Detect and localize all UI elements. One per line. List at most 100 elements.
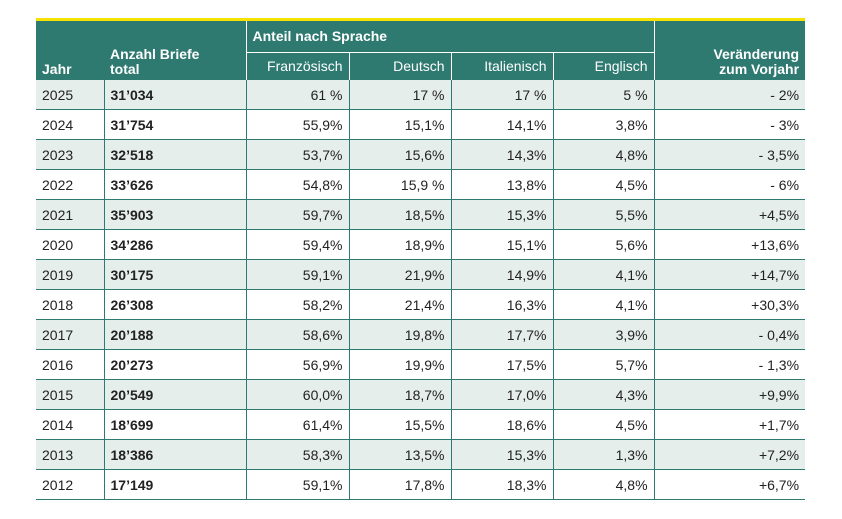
cell-italian: 14,3% bbox=[450, 139, 553, 170]
cell-total: 17’149 bbox=[103, 469, 246, 500]
cell-italian: 18,3% bbox=[450, 469, 553, 500]
cell-change: +7,2% bbox=[653, 439, 806, 470]
header-total-line2: total bbox=[110, 61, 140, 77]
cell-change: - 3,5% bbox=[653, 139, 806, 170]
cell-year: 2019 bbox=[36, 259, 104, 290]
cell-english: 3,8% bbox=[552, 109, 655, 140]
cell-english: 4,1% bbox=[552, 259, 655, 290]
cell-english: 4,5% bbox=[552, 169, 655, 200]
header-english: Englisch bbox=[552, 52, 655, 80]
letters-by-language-table: Jahr Anzahl Briefe total Anteil nach Spr… bbox=[36, 21, 806, 500]
cell-total: 18’386 bbox=[103, 439, 246, 470]
cell-change: - 2% bbox=[653, 80, 806, 110]
table-row: 2013 18’386 58,3% 13,5% 15,3% 1,3% +7,2% bbox=[36, 439, 806, 470]
cell-english: 3,9% bbox=[552, 319, 655, 350]
header-german: Deutsch bbox=[348, 52, 451, 80]
cell-italian: 13,8% bbox=[450, 169, 553, 200]
cell-year: 2024 bbox=[36, 109, 104, 140]
cell-change: +13,6% bbox=[653, 229, 806, 260]
header-total-line1: Anzahl Briefe bbox=[110, 46, 200, 62]
accent-bar bbox=[36, 18, 805, 21]
cell-german: 19,8% bbox=[348, 319, 451, 350]
cell-italian: 14,9% bbox=[450, 259, 553, 290]
cell-total: 31’754 bbox=[103, 109, 246, 140]
cell-total: 35’903 bbox=[103, 199, 246, 230]
cell-italian: 17 % bbox=[450, 80, 553, 110]
cell-german: 21,9% bbox=[348, 259, 451, 290]
table-row: 2020 34’286 59,4% 18,9% 15,1% 5,6% +13,6… bbox=[36, 229, 806, 260]
cell-year: 2012 bbox=[36, 469, 104, 500]
cell-french: 55,9% bbox=[245, 109, 349, 140]
header-change-line1: Veränderung bbox=[713, 46, 800, 62]
cell-english: 4,1% bbox=[552, 289, 655, 320]
cell-change: - 6% bbox=[653, 169, 806, 200]
cell-italian: 17,5% bbox=[450, 349, 553, 380]
cell-change: - 3% bbox=[653, 109, 806, 140]
cell-french: 54,8% bbox=[245, 169, 349, 200]
cell-french: 53,7% bbox=[245, 139, 349, 170]
cell-german: 15,1% bbox=[348, 109, 451, 140]
cell-french: 58,6% bbox=[245, 319, 349, 350]
cell-italian: 15,1% bbox=[450, 229, 553, 260]
cell-italian: 18,6% bbox=[450, 409, 553, 440]
header-total-letters: Anzahl Briefe total bbox=[104, 21, 246, 80]
cell-italian: 17,7% bbox=[450, 319, 553, 350]
cell-english: 5,5% bbox=[552, 199, 655, 230]
cell-german: 17,8% bbox=[348, 469, 451, 500]
cell-year: 2014 bbox=[36, 409, 104, 440]
cell-total: 33’626 bbox=[103, 169, 246, 200]
cell-change: +9,9% bbox=[653, 379, 806, 410]
cell-total: 30’175 bbox=[103, 259, 246, 290]
cell-german: 18,9% bbox=[348, 229, 451, 260]
cell-total: 31’034 bbox=[103, 80, 246, 110]
header-change-line2: zum Vorjahr bbox=[719, 61, 800, 77]
cell-year: 2013 bbox=[36, 439, 104, 470]
cell-german: 19,9% bbox=[348, 349, 451, 380]
cell-english: 4,8% bbox=[552, 139, 655, 170]
cell-german: 18,5% bbox=[348, 199, 451, 230]
cell-french: 59,4% bbox=[245, 229, 349, 260]
cell-english: 4,5% bbox=[552, 409, 655, 440]
cell-total: 34’286 bbox=[103, 229, 246, 260]
cell-year: 2015 bbox=[36, 379, 104, 410]
header-share-by-language: Anteil nach Sprache bbox=[245, 21, 655, 53]
table-row: 2025 31’034 61 % 17 % 17 % 5 % - 2% bbox=[36, 80, 806, 110]
cell-english: 1,3% bbox=[552, 439, 655, 470]
cell-total: 32’518 bbox=[103, 139, 246, 170]
cell-change: +30,3% bbox=[653, 289, 806, 320]
table-body: 2025 31’034 61 % 17 % 17 % 5 % - 2% 2024… bbox=[36, 80, 806, 500]
cell-french: 59,1% bbox=[245, 469, 349, 500]
header-change-previous-year: Veränderung zum Vorjahr bbox=[653, 21, 806, 80]
cell-change: - 1,3% bbox=[653, 349, 806, 380]
cell-french: 60,0% bbox=[245, 379, 349, 410]
cell-total: 20’188 bbox=[103, 319, 246, 350]
cell-change: +1,7% bbox=[653, 409, 806, 440]
cell-italian: 16,3% bbox=[450, 289, 553, 320]
header-french: Französisch bbox=[245, 52, 349, 80]
table-row: 2015 20’549 60,0% 18,7% 17,0% 4,3% +9,9% bbox=[36, 379, 806, 410]
table-row: 2018 26’308 58,2% 21,4% 16,3% 4,1% +30,3… bbox=[36, 289, 806, 320]
cell-year: 2018 bbox=[36, 289, 104, 320]
table-header: Jahr Anzahl Briefe total Anteil nach Spr… bbox=[36, 21, 806, 80]
cell-french: 61,4% bbox=[245, 409, 349, 440]
cell-italian: 15,3% bbox=[450, 439, 553, 470]
cell-change: - 0,4% bbox=[653, 319, 806, 350]
table-row: 2016 20’273 56,9% 19,9% 17,5% 5,7% - 1,3… bbox=[36, 349, 806, 380]
table-row: 2012 17’149 59,1% 17,8% 18,3% 4,8% +6,7% bbox=[36, 469, 806, 500]
cell-german: 21,4% bbox=[348, 289, 451, 320]
cell-french: 56,9% bbox=[245, 349, 349, 380]
cell-german: 13,5% bbox=[348, 439, 451, 470]
table-row: 2022 33’626 54,8% 15,9 % 13,8% 4,5% - 6% bbox=[36, 169, 806, 200]
cell-english: 5 % bbox=[552, 80, 655, 110]
cell-german: 18,7% bbox=[348, 379, 451, 410]
cell-total: 26’308 bbox=[103, 289, 246, 320]
cell-year: 2016 bbox=[36, 349, 104, 380]
table-row: 2014 18’699 61,4% 15,5% 18,6% 4,5% +1,7% bbox=[36, 409, 806, 440]
cell-french: 59,1% bbox=[245, 259, 349, 290]
cell-year: 2023 bbox=[36, 139, 104, 170]
cell-italian: 17,0% bbox=[450, 379, 553, 410]
cell-german: 17 % bbox=[348, 80, 451, 110]
cell-total: 20’273 bbox=[103, 349, 246, 380]
cell-english: 5,7% bbox=[552, 349, 655, 380]
table-row: 2021 35’903 59,7% 18,5% 15,3% 5,5% +4,5% bbox=[36, 199, 806, 230]
